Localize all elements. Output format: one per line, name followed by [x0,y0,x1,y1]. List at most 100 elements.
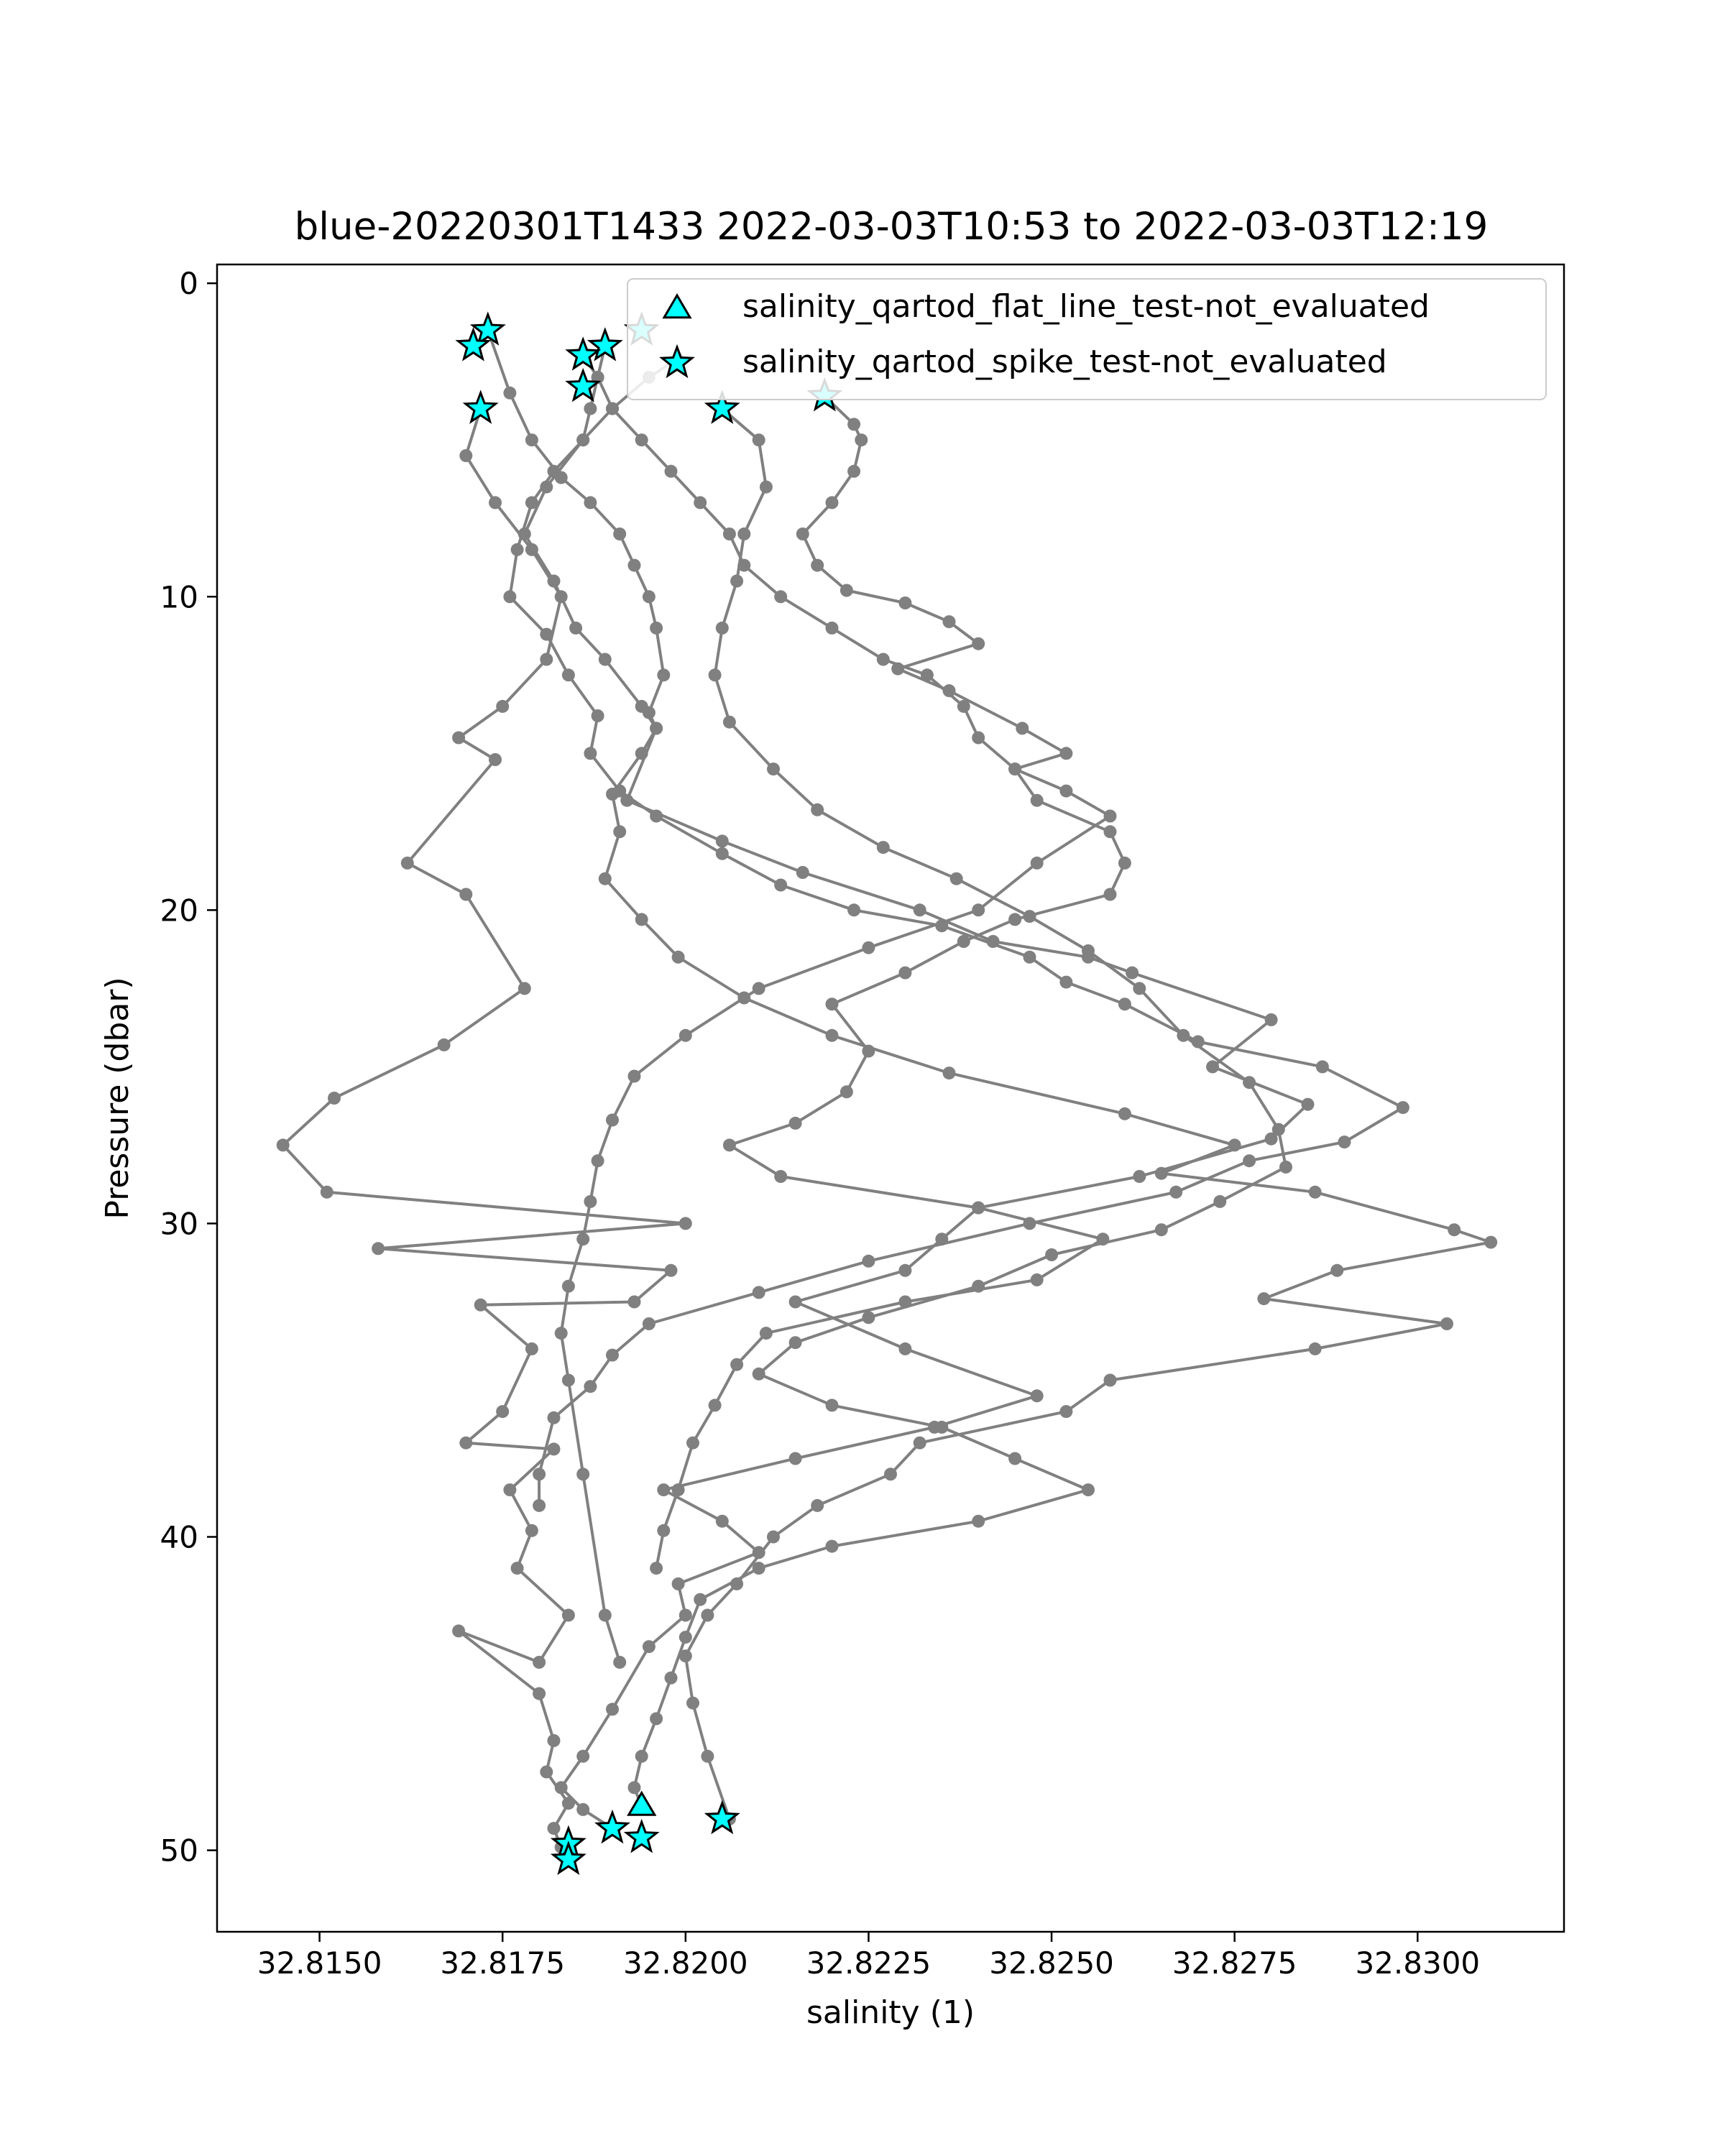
profile-point [767,763,780,776]
profile-point [584,402,597,415]
y-axis-label: Pressure (dbar) [99,977,136,1219]
profile-point [503,1483,517,1497]
profile-point [898,1295,912,1309]
profile-point [972,903,985,917]
profile-point [678,1631,692,1644]
profile-point [1030,1273,1044,1286]
profile-point [840,584,853,597]
profile-point [576,1749,590,1763]
profile-point [678,1028,692,1042]
profile-point [862,941,875,954]
profile-point [503,590,517,604]
profile-point [320,1185,334,1199]
profile-point [650,722,663,735]
profile-point [847,464,861,478]
y-tick-label: 30 [160,1206,198,1241]
profile-point [1059,975,1073,989]
profile-point [701,1749,714,1763]
profile-point [1338,1135,1351,1149]
profile-point [1243,1154,1256,1168]
spike-flag-point [586,327,623,361]
profile-point [650,809,663,823]
profile-point [913,1436,926,1450]
profile-point [715,847,729,860]
profile-point [811,558,824,572]
profile-point [722,1138,736,1152]
profile-point [898,1342,912,1355]
profile-point [825,1539,839,1553]
profile-point [715,834,729,848]
legend-triangle-marker [662,293,692,319]
profile-point [1308,1185,1322,1199]
profile-point [452,731,466,745]
profile-point [752,433,765,447]
profile-point [1440,1317,1453,1330]
profile-line-1 [281,408,687,1861]
profile-point [606,402,619,415]
profile-point [496,699,510,713]
profile-point [569,621,583,635]
profile-point [788,1452,802,1465]
spike-flag-point [462,390,499,424]
profile-point [825,1399,839,1412]
profile-point [613,528,627,540]
profile-point [1133,982,1146,995]
profile-point [627,1295,641,1309]
profile-point [657,668,671,682]
legend-star-marker [659,344,695,379]
profile-point [533,1468,546,1481]
profile-point [1118,998,1131,1011]
profile-point [584,1380,597,1393]
profile-point [884,1468,897,1481]
legend-triangle-symbol [662,293,692,319]
profile-point [561,1608,575,1622]
profile-point [1008,1452,1022,1465]
x-tick-label: 32.8275 [1172,1945,1297,1981]
spike-flag-point [469,311,506,346]
profile-point [855,433,868,447]
profile-point [576,1468,590,1481]
spike-flag-point [565,367,602,402]
profile-point [627,1781,641,1795]
profile-point [576,1802,590,1816]
profile-point [525,433,538,447]
profile-point [437,1038,451,1051]
profile-point [825,998,839,1011]
profile-point [1315,1060,1329,1074]
profile-point [862,1254,875,1268]
profile-point [942,1067,956,1080]
y-tick-label: 40 [160,1520,198,1555]
profile-point [474,1298,487,1312]
profile-point [1308,1342,1322,1355]
profile-point [722,528,736,540]
profile-point [525,1342,538,1355]
spike-flag-point [550,1841,586,1875]
profile-point [459,449,473,462]
profile-point [722,715,736,729]
y-tick-label: 50 [160,1833,198,1869]
profile-point [1213,1194,1227,1208]
profile-point [547,1442,561,1456]
profile-point [678,1649,692,1663]
profile-point [1008,763,1022,776]
profile-point [708,1399,722,1412]
profile-point [1271,1123,1285,1136]
profile-point [788,1295,802,1309]
profile-point [613,784,627,798]
profile-point [1103,888,1117,901]
x-tick-label: 32.8175 [440,1945,565,1981]
y-tick-label: 10 [160,579,198,614]
profile-point [606,1113,619,1127]
spike-flag-point [594,1809,630,1844]
profile-point [584,747,597,760]
legend-box [627,278,1547,400]
profile-point [635,433,648,447]
plot-area [217,264,1564,1932]
profile-point [664,1671,678,1685]
profile-point [811,1498,824,1512]
profile-point [598,653,612,666]
profile-point [635,699,648,713]
profile-point [584,496,597,510]
profile-point [730,1358,744,1371]
x-tick-label: 32.8150 [257,1945,382,1981]
